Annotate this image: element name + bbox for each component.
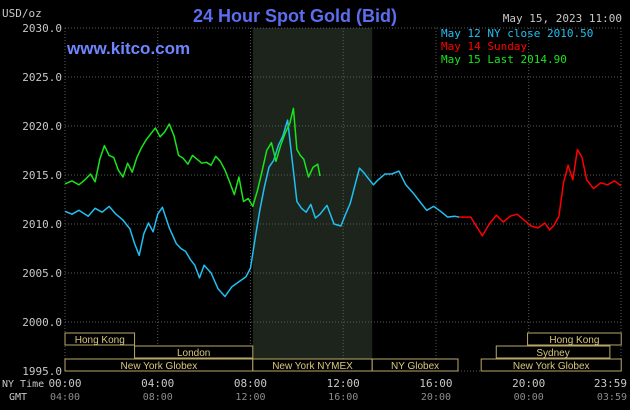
session-box: NY Globex bbox=[371, 358, 459, 372]
series-line-sunday bbox=[459, 148, 622, 237]
chart-timestamp: May 15, 2023 11:00 bbox=[503, 12, 622, 25]
session-box-label: New York Globex bbox=[513, 361, 590, 372]
x-tick-label-gmt: 03:59 bbox=[597, 392, 627, 403]
x-tick-label-gmt: 16:00 bbox=[328, 392, 358, 403]
session-box-frame bbox=[371, 358, 459, 372]
legend: May 12 NY close 2010.50 May 14 Sunday Ma… bbox=[441, 27, 593, 66]
session-box: New York NYMEX bbox=[252, 358, 373, 372]
x-tick-label-gmt: 00:00 bbox=[514, 392, 544, 403]
session-box: Hong Kong bbox=[527, 332, 622, 346]
series-line-ny-close bbox=[64, 119, 460, 298]
x-tick-label-gmt: 08:00 bbox=[143, 392, 173, 403]
x-tick-label-ny: 20:00 bbox=[512, 377, 545, 390]
x-axis-ticks: 00:00 04:00 04:00 08:00 08:00 12:00 12:00 16:00… bbox=[48, 377, 627, 403]
y-tick-label: 2015.0 bbox=[22, 169, 62, 182]
unit-label: USD/oz bbox=[2, 7, 42, 20]
y-tick-label: 2005.0 bbox=[22, 267, 62, 280]
grid bbox=[64, 27, 622, 372]
y-axis-ticks: 1995.0 2000.0 2005.0 2010.0 2015.0 2020.0 2025… bbox=[22, 22, 62, 378]
x-tick-label-ny: 16:00 bbox=[419, 377, 452, 390]
nymex-session-band bbox=[252, 28, 373, 371]
x-tick-label-ny: 23:59 bbox=[594, 377, 627, 390]
y-tick-label: 2020.0 bbox=[22, 120, 62, 133]
chart-title: 24 Hour Spot Gold (Bid) bbox=[193, 6, 397, 26]
legend-item-sunday: May 14 Sunday bbox=[441, 40, 527, 53]
legend-item-ny-close: May 12 NY close 2010.50 bbox=[441, 27, 593, 40]
watermark[interactable]: www.kitco.com bbox=[66, 39, 190, 58]
session-box-label: Sydney bbox=[536, 348, 569, 359]
legend-item-last: May 15 Last 2014.90 bbox=[441, 53, 567, 66]
series-line-last bbox=[64, 107, 321, 208]
session-box-label: Hong Kong bbox=[549, 335, 599, 346]
session-box: Sydney bbox=[495, 345, 611, 359]
x-tick-label-ny: 08:00 bbox=[234, 377, 267, 390]
y-tick-label: 1995.0 bbox=[22, 365, 62, 378]
y-tick-label: 2010.0 bbox=[22, 218, 62, 231]
session-box-frame bbox=[495, 345, 611, 359]
session-box-label: NY Globex bbox=[391, 361, 439, 372]
x-tick-label-gmt: 04:00 bbox=[50, 392, 80, 403]
session-box-label: London bbox=[177, 348, 210, 359]
gmt-label: GMT bbox=[9, 392, 27, 403]
market-sessions: Hong Kong London New York Globex New York N… bbox=[64, 332, 622, 372]
session-box-frame bbox=[480, 358, 622, 372]
y-tick-label: 2030.0 bbox=[22, 22, 62, 35]
x-tick-label-ny: 12:00 bbox=[327, 377, 360, 390]
x-tick-label-gmt: 12:00 bbox=[235, 392, 265, 403]
x-tick-label-ny: 00:00 bbox=[48, 377, 81, 390]
x-tick-label-gmt: 20:00 bbox=[421, 392, 451, 403]
session-box-frame bbox=[64, 332, 136, 346]
session-box-label: New York NYMEX bbox=[272, 361, 353, 372]
x-tick-label-ny: 04:00 bbox=[141, 377, 174, 390]
highlight-band bbox=[252, 28, 373, 371]
session-box-label: New York Globex bbox=[121, 361, 198, 372]
session-box-frame bbox=[527, 332, 622, 346]
session-box: New York Globex bbox=[480, 358, 622, 372]
session-box: London bbox=[134, 345, 254, 359]
series-lines bbox=[64, 107, 622, 298]
y-tick-label: 2000.0 bbox=[22, 316, 62, 329]
session-box: New York Globex bbox=[64, 358, 254, 372]
ny-time-label: NY Time bbox=[2, 379, 44, 390]
session-box-label: Hong Kong bbox=[75, 335, 125, 346]
session-box: Hong Kong bbox=[64, 332, 136, 346]
session-box-frame bbox=[134, 345, 254, 359]
y-tick-label: 2025.0 bbox=[22, 71, 62, 84]
